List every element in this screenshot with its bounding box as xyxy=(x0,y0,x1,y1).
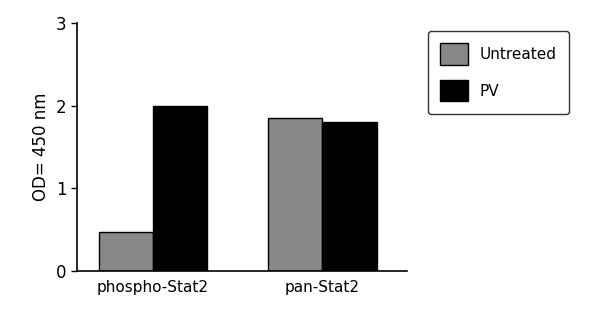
Bar xyxy=(268,118,322,271)
Bar xyxy=(153,106,207,271)
Bar xyxy=(322,122,376,271)
Y-axis label: OD= 450 nm: OD= 450 nm xyxy=(32,93,50,201)
Legend: Untreated, PV: Untreated, PV xyxy=(428,31,569,114)
Bar xyxy=(99,232,153,271)
